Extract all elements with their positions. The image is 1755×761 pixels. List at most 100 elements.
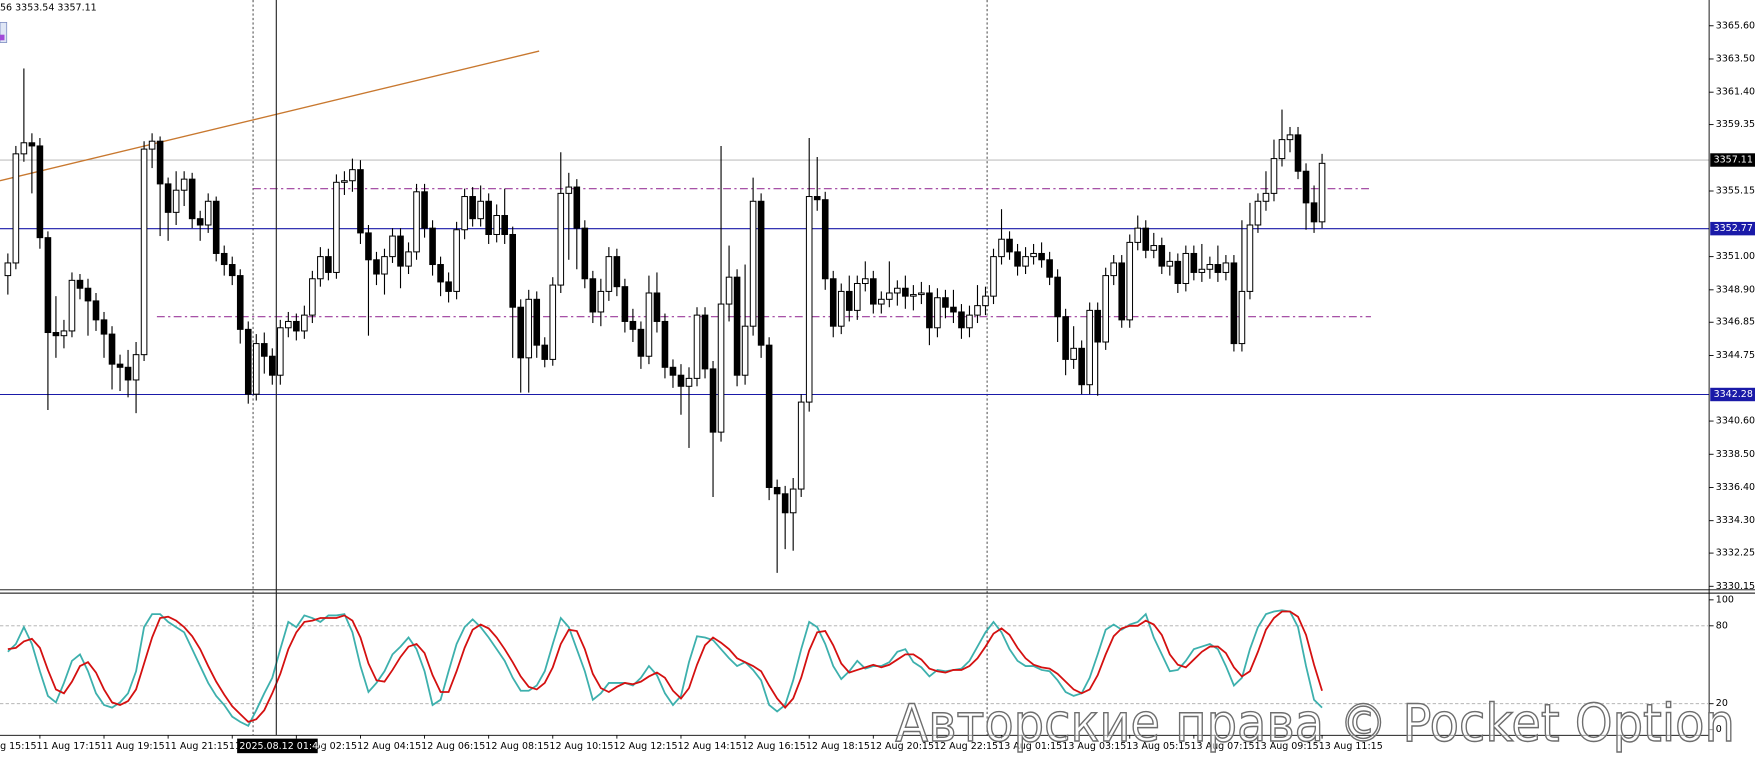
candle-body <box>76 279 84 289</box>
candle-body <box>942 297 949 308</box>
candle-body <box>413 191 420 253</box>
candle-body <box>4 262 12 277</box>
candle-body <box>1086 309 1093 386</box>
candle-body <box>958 311 965 329</box>
y-tick-label: 3330.15 <box>1716 581 1755 592</box>
candle-body <box>12 153 20 264</box>
candle-body <box>1054 276 1061 318</box>
candle-body <box>429 227 436 266</box>
candle-body <box>982 295 989 307</box>
candle-body <box>693 314 701 379</box>
candle-body <box>589 278 597 313</box>
candle-body <box>637 328 645 357</box>
y-tick-label: 3365.60 <box>1716 20 1755 31</box>
y-tick-label: 3363.50 <box>1716 53 1755 64</box>
candle-body <box>1110 262 1118 277</box>
candle-body <box>1198 268 1206 273</box>
candle-body <box>1070 347 1077 360</box>
candle-body <box>813 196 821 201</box>
candle-body <box>220 252 228 266</box>
candle-body <box>557 192 565 286</box>
candle-body <box>701 314 709 370</box>
price-label-bg <box>1710 387 1755 402</box>
candle-body <box>236 275 244 330</box>
candle-body <box>180 178 188 191</box>
candle-body <box>910 294 917 297</box>
candle-body <box>397 235 404 267</box>
candle-body <box>405 251 412 267</box>
candle-body <box>453 229 460 292</box>
y-tick-label: 3359.35 <box>1716 119 1755 130</box>
x-tick-label: 12 Aug 18:15 <box>806 741 870 752</box>
indicator-icon-dot <box>0 34 5 41</box>
candle-body <box>709 368 717 433</box>
stoch-tick-label: 80 <box>1716 620 1728 631</box>
candle-body <box>741 325 749 376</box>
candle-body <box>1286 134 1294 141</box>
candle-body <box>1270 158 1278 194</box>
candle-body <box>373 259 380 275</box>
candle-body <box>1214 264 1222 273</box>
candle-body <box>1246 224 1254 292</box>
y-tick-label: 3334.30 <box>1716 515 1755 526</box>
candle-body <box>725 276 733 305</box>
candle-body <box>100 319 108 335</box>
candle-body <box>749 200 757 327</box>
candle-body <box>277 327 284 376</box>
main-panel <box>0 0 1710 736</box>
candle-body <box>325 256 332 273</box>
x-tick-label: 12 Aug 04:15 <box>357 741 421 752</box>
candle-body <box>20 142 28 155</box>
y-tick-label: 3344.75 <box>1716 350 1755 361</box>
x-tick-label: 13 Aug 11:15 <box>1319 741 1383 752</box>
candle-body <box>565 186 573 194</box>
candle-body <box>1294 134 1302 172</box>
price-label: 3342.28 <box>1714 389 1753 400</box>
y-tick-label: 3351.00 <box>1716 251 1755 262</box>
candle-body <box>469 196 476 220</box>
candle-body <box>421 191 428 229</box>
x-tick-label: 12 Aug 16:15 <box>742 741 806 752</box>
candle-body <box>1310 202 1318 223</box>
candle-body <box>461 196 468 231</box>
candle-body <box>1062 316 1069 360</box>
candle-body <box>1190 252 1198 273</box>
candle-body <box>293 320 300 332</box>
candle-body <box>757 200 765 346</box>
x-tick-label: 12 Aug 02:15 <box>293 741 357 752</box>
candle-body <box>1222 262 1230 273</box>
x-tick-label: 13 Aug 05:15 <box>1126 741 1190 752</box>
candle-body <box>525 298 533 359</box>
candle-body <box>60 330 68 337</box>
candle-body <box>990 256 997 297</box>
candle-body <box>773 486 781 495</box>
candle-body <box>573 186 581 229</box>
price-label: 3352.77 <box>1714 223 1753 234</box>
candle-body <box>950 306 957 313</box>
candle-body <box>108 333 116 365</box>
candle-body <box>333 181 340 273</box>
candle-body <box>845 290 853 311</box>
candle-body <box>621 286 629 322</box>
candle-body <box>1150 245 1158 251</box>
candle-body <box>1142 227 1150 251</box>
y-tick-label: 3338.50 <box>1716 449 1755 460</box>
candle-body <box>1318 162 1326 223</box>
candle-body <box>156 140 164 185</box>
candle-body <box>853 282 861 311</box>
x-tick-label: 11 Aug 17:15 <box>37 741 101 752</box>
price-label: 3357.11 <box>1714 155 1753 166</box>
candle-body <box>172 189 180 213</box>
candle-body <box>789 488 797 514</box>
stoch-line <box>7 610 1323 723</box>
candle-body <box>357 169 364 234</box>
y-tick-label: 3332.25 <box>1716 548 1755 559</box>
candle-body <box>68 279 76 332</box>
candle-body <box>1230 262 1238 345</box>
candle-body <box>861 278 869 285</box>
y-tick-label: 3348.90 <box>1716 284 1755 295</box>
y-tick-label: 3355.15 <box>1716 186 1755 197</box>
candle-body <box>212 200 220 254</box>
candle-body <box>653 292 661 322</box>
